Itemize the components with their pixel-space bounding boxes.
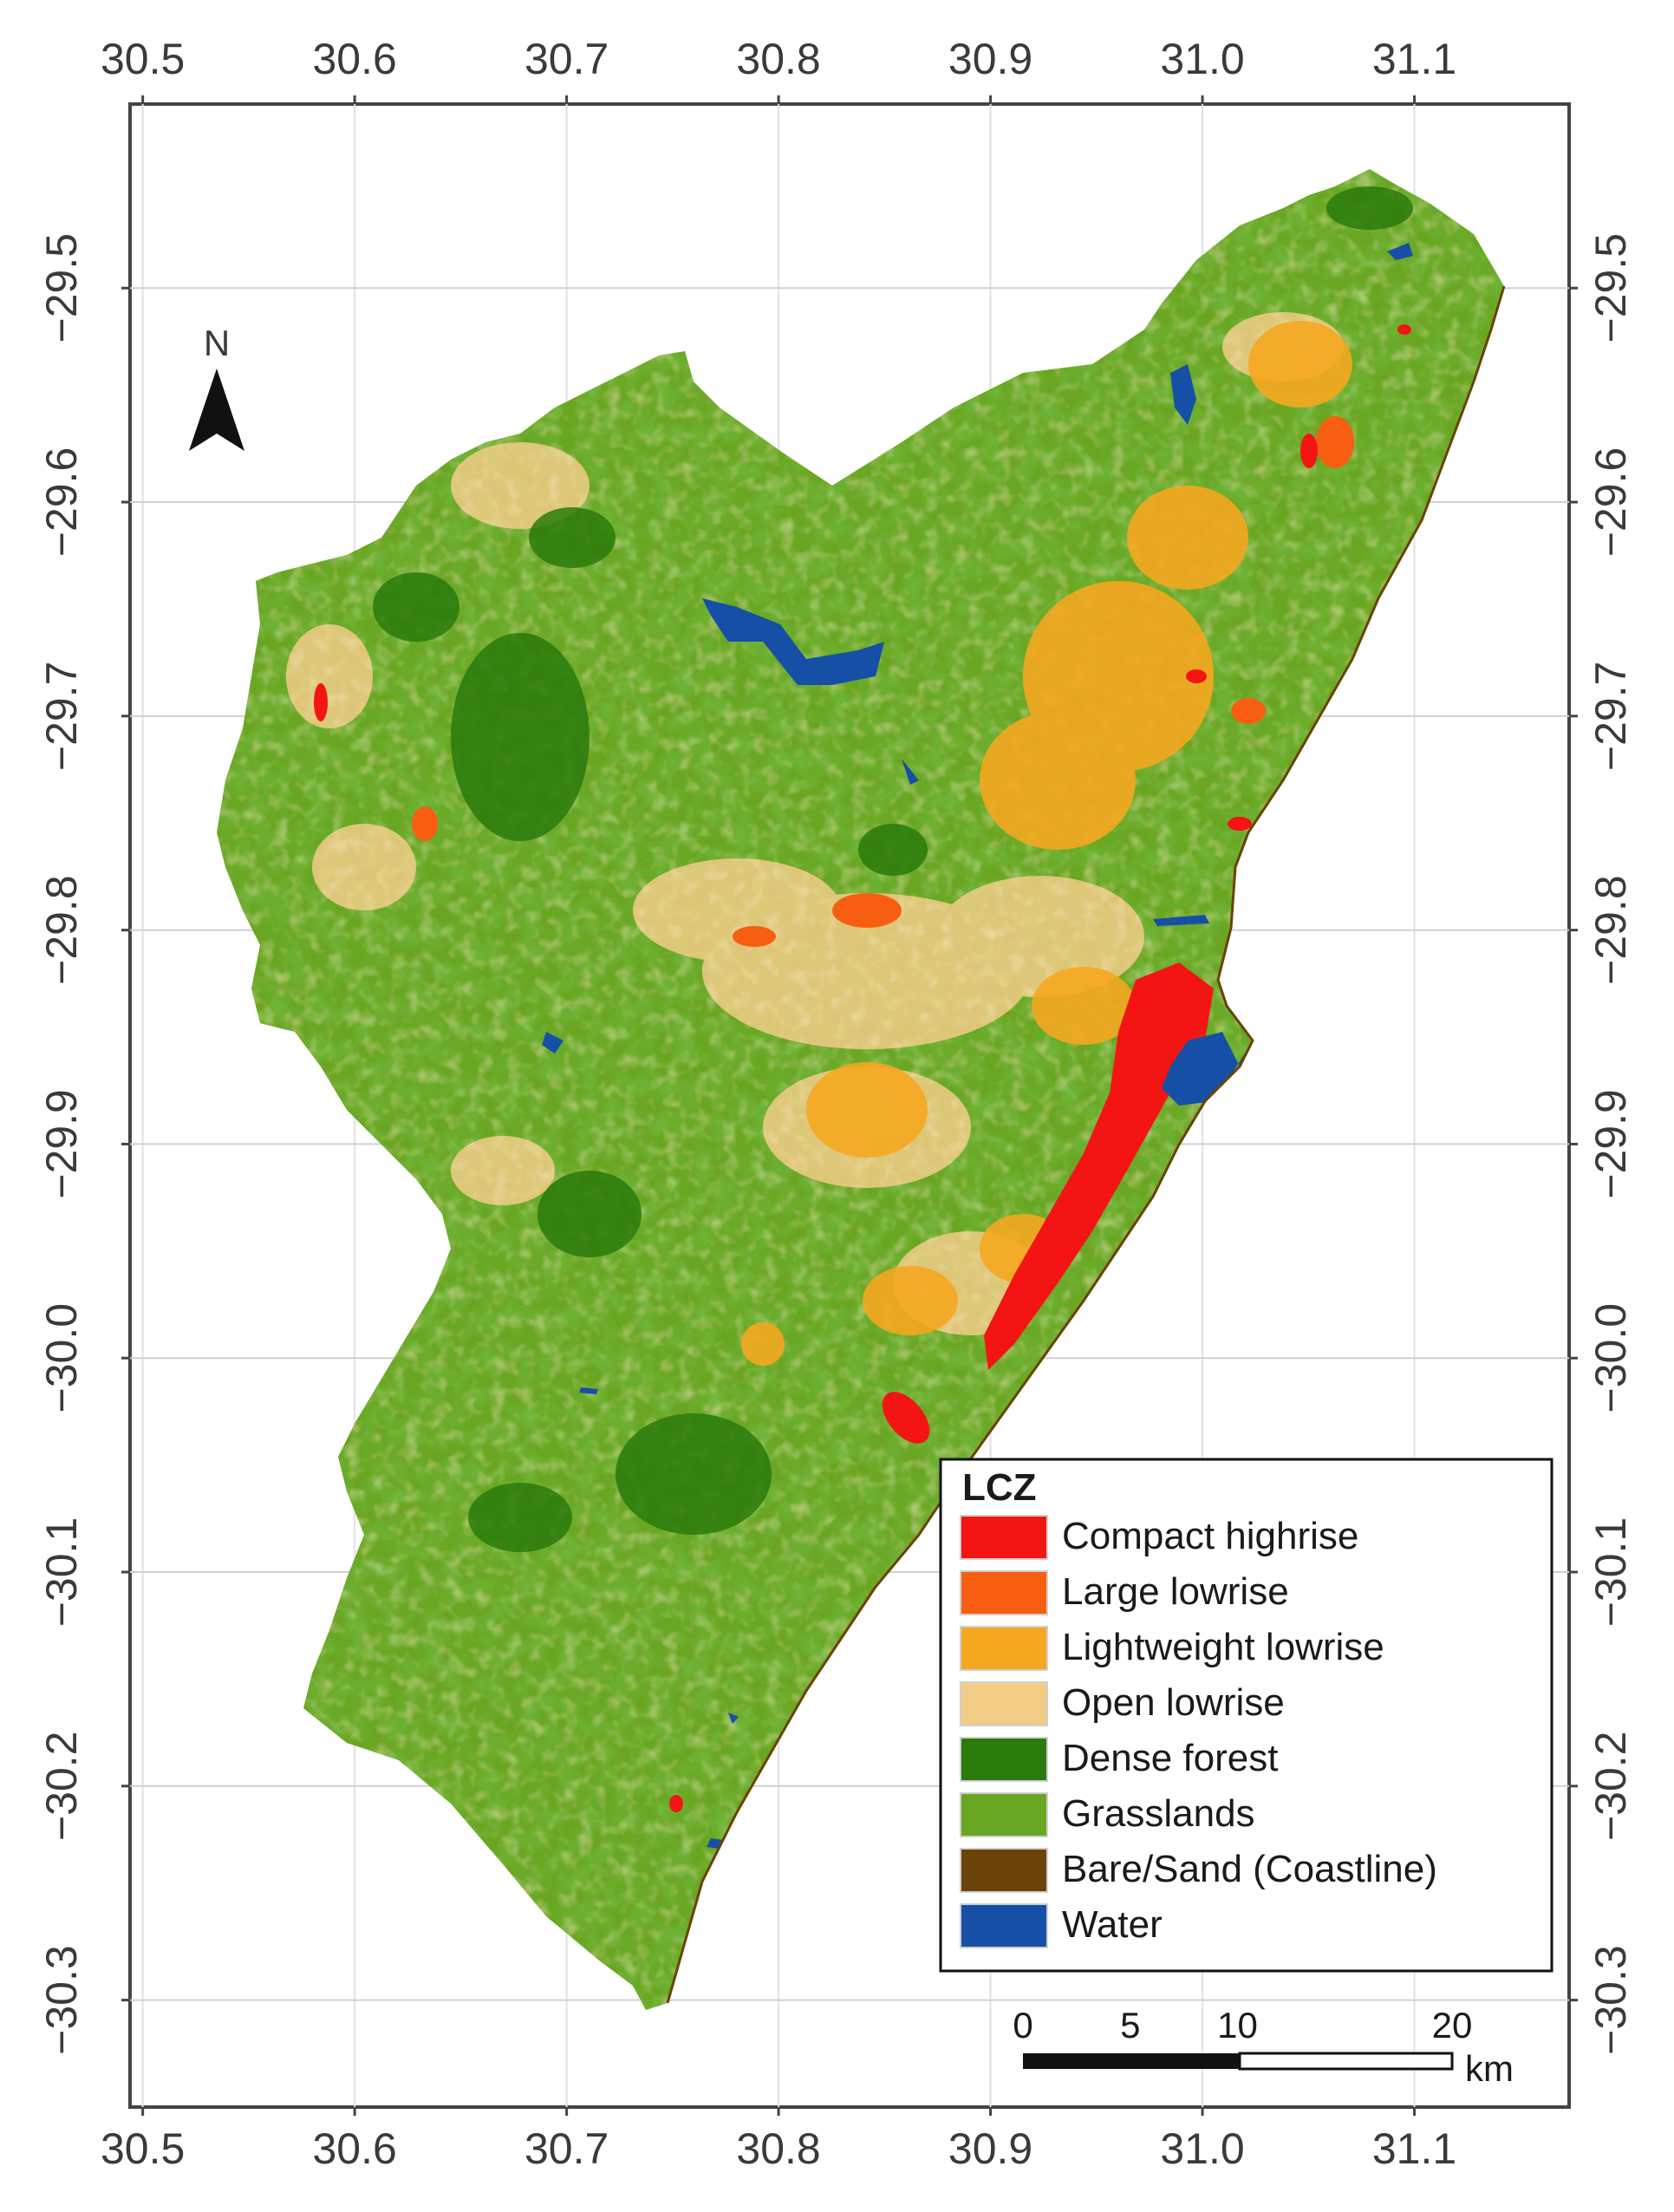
legend-label: Bare/Sand (Coastline) bbox=[1062, 1848, 1437, 1890]
legend-label: Water bbox=[1062, 1903, 1163, 1946]
legend-label: Compact highrise bbox=[1062, 1515, 1358, 1557]
scale-bar-segment-white bbox=[1238, 2052, 1454, 2071]
y-tick-label-right: −30.1 bbox=[1586, 1517, 1635, 1628]
north-arrow-icon bbox=[189, 369, 244, 451]
x-tick-label-bottom: 31.1 bbox=[1372, 2124, 1456, 2173]
x-tick-label-bottom: 31.0 bbox=[1160, 2124, 1244, 2173]
x-tick-label-bottom: 30.9 bbox=[948, 2124, 1032, 2173]
legend-swatch bbox=[960, 1681, 1048, 1726]
legend-title: LCZ bbox=[962, 1466, 1037, 1509]
y-tick-label-right: −29.8 bbox=[1586, 875, 1635, 985]
x-tick-label-bottom: 30.6 bbox=[312, 2124, 396, 2173]
scale-label: 10 bbox=[1217, 2005, 1258, 2046]
x-tick-label-bottom: 30.8 bbox=[736, 2124, 820, 2173]
legend: LCZ Compact highrise Large lowrise Lightwe… bbox=[939, 1458, 1553, 1973]
x-tick-label-top: 30.8 bbox=[736, 35, 820, 83]
legend-label: Grasslands bbox=[1062, 1792, 1255, 1835]
scale-unit: km bbox=[1465, 2048, 1514, 2089]
legend-swatch bbox=[960, 1737, 1048, 1782]
coastline-sand bbox=[666, 285, 1506, 2004]
y-tick-label-left: −30.1 bbox=[37, 1517, 86, 1628]
water-bodies bbox=[542, 243, 1413, 1851]
x-tick-label-top: 31.1 bbox=[1372, 35, 1456, 83]
legend-swatch bbox=[960, 1903, 1048, 1948]
scale-label: 20 bbox=[1432, 2005, 1473, 2046]
legend-swatch bbox=[960, 1570, 1048, 1615]
y-axis-right-ticks: −29.5 −29.6 −29.7 −29.8 −29.9 −30.0 −30.1 −30.2… bbox=[1569, 233, 1635, 2055]
y-tick-label-right: −29.6 bbox=[1586, 447, 1635, 558]
y-tick-label-left: −30.3 bbox=[37, 1945, 86, 2055]
x-tick-label-bottom: 30.5 bbox=[101, 2124, 185, 2173]
x-axis-bottom-ticks: 30.5 30.6 30.7 30.8 30.9 31.0 31.1 bbox=[101, 2107, 1456, 2173]
y-tick-label-right: −29.7 bbox=[1586, 662, 1635, 772]
scale-label: 5 bbox=[1120, 2005, 1140, 2046]
legend-label: Lightweight lowrise bbox=[1062, 1626, 1384, 1668]
legend-label: Dense forest bbox=[1062, 1737, 1278, 1779]
lightweight-lowrise-areas bbox=[741, 321, 1352, 1366]
x-tick-label-top: 30.5 bbox=[101, 35, 185, 83]
scale-bar: 0 5 10 20 km bbox=[1013, 2005, 1514, 2089]
large-lowrise-areas bbox=[412, 416, 1354, 947]
north-arrow: N bbox=[189, 323, 244, 451]
y-tick-label-left: −30.2 bbox=[37, 1732, 86, 1842]
y-tick-label-right: −30.3 bbox=[1586, 1945, 1635, 2055]
legend-swatch bbox=[960, 1626, 1048, 1671]
y-tick-label-left: −29.7 bbox=[37, 662, 86, 772]
y-tick-label-right: −29.9 bbox=[1586, 1089, 1635, 1199]
y-tick-label-right: −30.2 bbox=[1586, 1732, 1635, 1842]
compact-highrise-areas bbox=[314, 324, 1411, 1812]
legend-swatch bbox=[960, 1792, 1048, 1837]
scale-bar-segment-black bbox=[1023, 2053, 1240, 2069]
x-tick-label-top: 31.0 bbox=[1160, 35, 1244, 83]
north-label: N bbox=[204, 323, 230, 363]
y-tick-label-right: −29.5 bbox=[1586, 233, 1635, 343]
scale-label: 0 bbox=[1013, 2005, 1032, 2046]
x-axis-top-ticks: 30.5 30.6 30.7 30.8 30.9 31.0 31.1 bbox=[101, 35, 1456, 104]
y-tick-label-left: −29.6 bbox=[37, 447, 86, 558]
y-tick-label-left: −29.9 bbox=[37, 1089, 86, 1199]
legend-swatch bbox=[960, 1848, 1048, 1893]
y-tick-label-left: −30.0 bbox=[37, 1303, 86, 1413]
legend-label: Large lowrise bbox=[1062, 1570, 1289, 1613]
x-tick-label-top: 30.6 bbox=[312, 35, 396, 83]
y-tick-label-left: −29.5 bbox=[37, 233, 86, 343]
x-tick-label-bottom: 30.7 bbox=[524, 2124, 609, 2173]
legend-label: Open lowrise bbox=[1062, 1681, 1285, 1724]
legend-swatch bbox=[960, 1515, 1048, 1560]
x-tick-label-top: 30.9 bbox=[948, 35, 1032, 83]
y-axis-left-ticks: −29.5 −29.6 −29.7 −29.8 −29.9 −30.0 −30.1 −30.2… bbox=[37, 233, 130, 2055]
y-tick-label-right: −30.0 bbox=[1586, 1303, 1635, 1413]
y-tick-label-left: −29.8 bbox=[37, 875, 86, 985]
x-tick-label-top: 30.7 bbox=[524, 35, 609, 83]
